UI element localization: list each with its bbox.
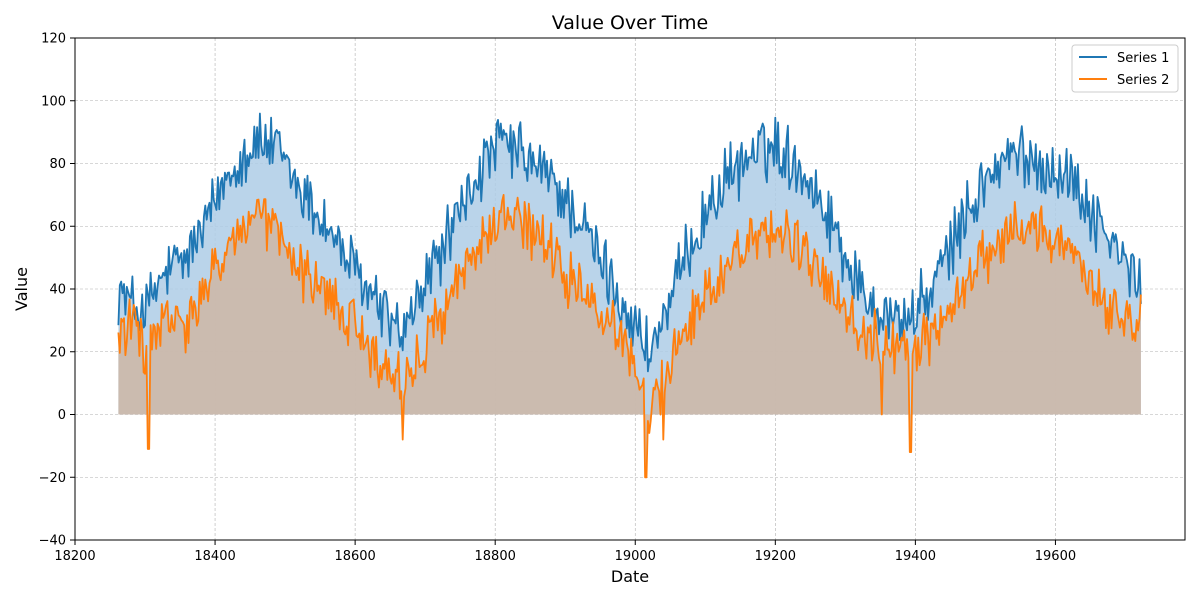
y-tick-label: 0 xyxy=(58,408,66,423)
y-tick-label: 100 xyxy=(41,94,66,109)
x-tick-label: 18800 xyxy=(475,549,516,564)
chart-title: Value Over Time xyxy=(552,12,708,34)
x-tick-label: 19200 xyxy=(755,549,796,564)
x-tick-label: 18400 xyxy=(194,549,235,564)
y-tick-label: 40 xyxy=(49,283,66,298)
x-axis-ticks: 18200 18400 18600 18800 19000 19200 19400 19600 xyxy=(54,540,1076,564)
y-tick-label: −20 xyxy=(39,471,66,486)
series-line-1 xyxy=(117,112,1142,373)
series-line-2 xyxy=(117,194,1142,479)
legend-label-series-1: Series 1 xyxy=(1117,51,1169,66)
x-tick-label: 19000 xyxy=(615,549,656,564)
y-tick-label: 20 xyxy=(49,345,66,360)
x-axis-title: Date xyxy=(611,567,649,586)
series-lines xyxy=(117,112,1142,479)
x-tick-label: 18200 xyxy=(54,549,95,564)
x-tick-label: 19400 xyxy=(895,549,936,564)
area-fill-series-2 xyxy=(118,194,1141,478)
y-tick-label: 120 xyxy=(41,32,66,47)
x-tick-label: 18600 xyxy=(334,549,375,564)
y-tick-label: 60 xyxy=(49,220,66,235)
y-axis-title: Value xyxy=(12,267,31,311)
legend: Series 1 Series 2 xyxy=(1071,44,1179,93)
legend-label-series-2: Series 2 xyxy=(1117,73,1169,88)
y-tick-label: 80 xyxy=(49,157,66,172)
y-axis-ticks: −40 −20 0 20 40 60 80 100 120 xyxy=(39,32,75,549)
y-tick-label: −40 xyxy=(39,534,66,549)
x-tick-label: 19600 xyxy=(1035,549,1076,564)
